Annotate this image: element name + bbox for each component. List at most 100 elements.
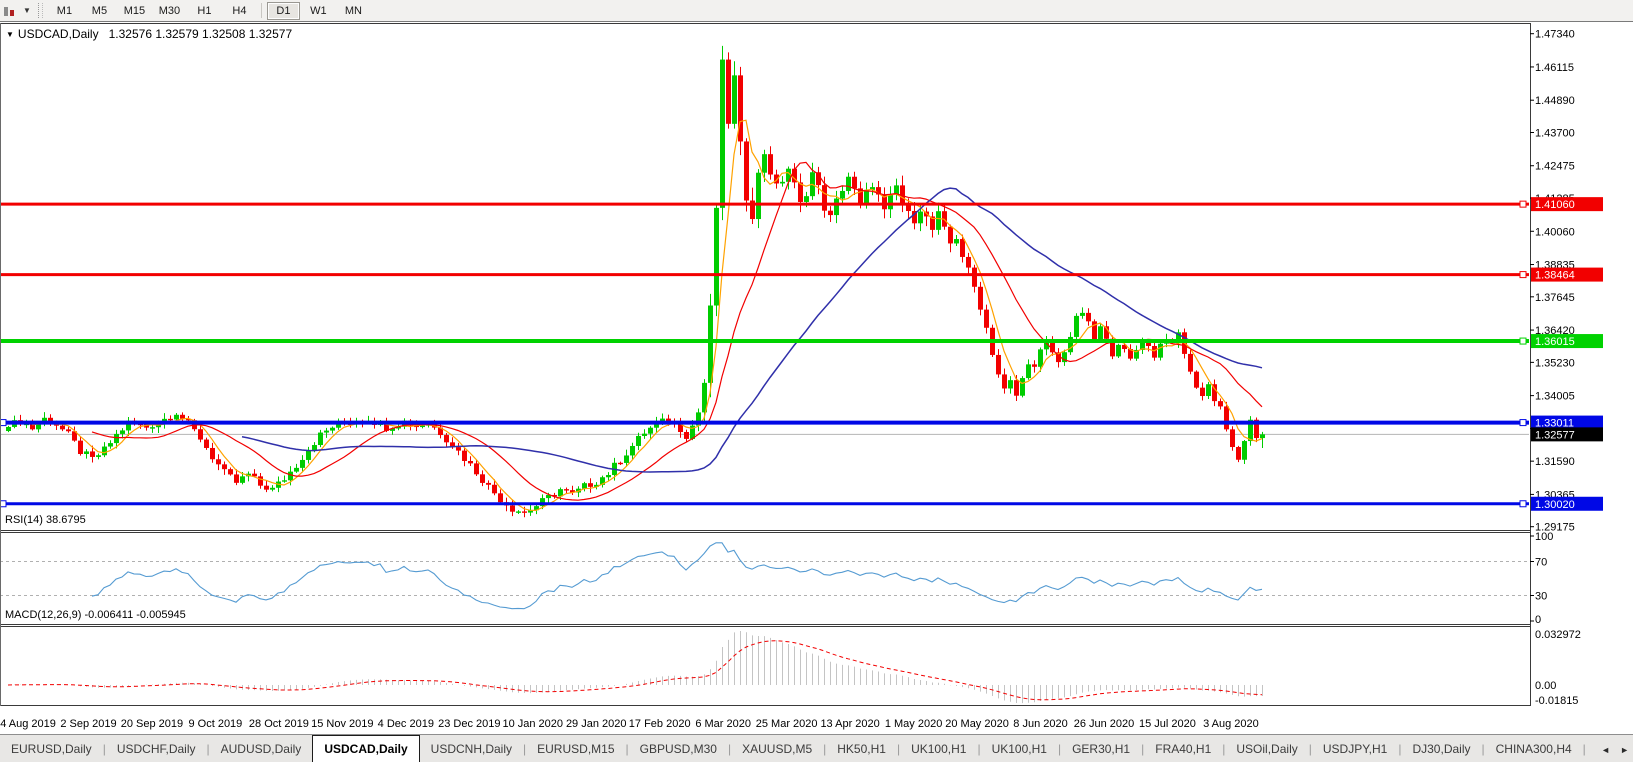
macd-panel[interactable] (7, 631, 1263, 704)
candle (594, 484, 599, 487)
time-axis[interactable]: 14 Aug 2019 2 Sep 2019 20 Sep 2019 9 Oct 20… (0, 718, 1259, 730)
candle (72, 431, 77, 441)
candle (828, 210, 833, 216)
timeframe-button-W1[interactable]: W1 (310, 4, 327, 17)
candle (1128, 349, 1133, 359)
candle (144, 424, 149, 428)
candle (570, 490, 575, 493)
chart-tab-audusd-daily[interactable]: AUDUSD,Daily (220, 742, 302, 756)
chart-tab-usdchf-daily[interactable]: USDCHF,Daily (116, 742, 196, 756)
candle (1248, 419, 1253, 442)
rsi-axis-label: 100 (1535, 531, 1553, 543)
candle (306, 450, 311, 460)
candle (228, 469, 233, 475)
chart-tab-usdcnh-daily[interactable]: USDCNH,Daily (430, 742, 513, 756)
candle (492, 484, 497, 494)
chart-symbol-period: USDCAD,Daily (17, 27, 99, 41)
tab-separator: | (977, 742, 981, 756)
candles-layer (6, 45, 1265, 518)
candle (1008, 380, 1013, 389)
timeframe-button-MN[interactable]: MN (344, 4, 362, 17)
candle (396, 426, 401, 429)
candle (270, 487, 275, 490)
candle (1152, 345, 1157, 358)
candle (678, 423, 683, 433)
candle (804, 196, 809, 202)
candle (714, 207, 719, 306)
chart-tab-ger30-h1[interactable]: GER30,H1 (1072, 742, 1131, 756)
candle (1032, 364, 1037, 367)
candle (552, 494, 557, 497)
chevron-down-icon[interactable]: ▼ (23, 6, 31, 15)
chart-tab-eurusd-daily[interactable]: EURUSD,Daily (11, 742, 92, 756)
chart-canvas[interactable]: 1.473401.461151.448901.437001.424751.412… (0, 22, 1633, 734)
chart-tab-bar: EURUSD,Daily | USDCHF,Daily | AUDUSD,Daily US… (0, 734, 1633, 762)
tab-separator: | (1582, 742, 1586, 756)
candle (876, 187, 881, 195)
chart-tab-dj30-daily[interactable]: DJ30,Daily (1412, 742, 1471, 756)
candle (726, 59, 731, 124)
price-tick-label: 1.34005 (1535, 391, 1575, 403)
timeframe-button-H4[interactable]: H4 (232, 4, 247, 17)
candle (78, 440, 83, 454)
toolbar-grip-handle[interactable] (37, 3, 43, 18)
candle (708, 305, 713, 383)
candle (186, 418, 191, 421)
bar-chart-icon[interactable] (2, 4, 18, 17)
macd-axis-label: 0.032972 (1535, 629, 1581, 641)
candle (540, 498, 545, 507)
candle (420, 425, 425, 428)
candle (180, 414, 185, 419)
candle (1194, 371, 1199, 388)
main-price-panel[interactable] (0, 45, 1530, 518)
timeframe-button-H1[interactable]: H1 (197, 4, 212, 17)
date-label: 4 Dec 2019 (378, 718, 434, 730)
tab-scroll-right-icon[interactable]: ► (1620, 744, 1629, 755)
candle (744, 141, 749, 201)
chart-tab-hk50-h1[interactable]: HK50,H1 (837, 742, 886, 756)
timeframe-button-M5[interactable]: M5 (91, 4, 108, 17)
chart-title: ▼ USDCAD,Daily 1.32576 1.32579 1.32508 1.3… (6, 27, 292, 41)
chart-tab-fra40-h1[interactable]: FRA40,H1 (1155, 742, 1212, 756)
candle (336, 422, 341, 428)
chart-tab-uk100-h1[interactable]: UK100,H1 (911, 742, 967, 756)
candle (234, 474, 239, 483)
price-axis[interactable]: 1.473401.461151.448901.437001.424751.412… (1530, 29, 1581, 707)
timeframe-button-D1[interactable]: D1 (266, 1, 300, 20)
candle (1224, 406, 1229, 430)
current-price-tag (1531, 427, 1603, 442)
chart-tab-uk100-h1[interactable]: UK100,H1 (991, 742, 1047, 756)
candle (60, 425, 65, 430)
rsi-panel[interactable] (0, 542, 1530, 610)
tab-separator: | (896, 742, 901, 756)
tab-scroll-left-icon[interactable]: ◄ (1601, 744, 1611, 755)
date-label: 25 Mar 2020 (756, 718, 818, 730)
candle (318, 432, 323, 446)
chart-tab-usdjpy-h1[interactable]: USDJPY,H1 (1322, 742, 1388, 756)
candle (1020, 378, 1025, 396)
candle (240, 476, 245, 483)
timeframe-button-M30[interactable]: M30 (158, 4, 181, 17)
candle (312, 445, 317, 451)
timeframe-button-M1[interactable]: M1 (56, 4, 73, 17)
collapse-icon[interactable]: ▼ (6, 30, 14, 39)
candle (1038, 349, 1043, 367)
candle (1110, 338, 1115, 357)
price-tag-1.38464-text: 1.38464 (1535, 270, 1575, 282)
candle (642, 433, 647, 436)
timeframe-button-M15[interactable]: M15 (123, 4, 146, 17)
chart-tab-eurusd-m15[interactable]: EURUSD,M15 (537, 742, 615, 756)
chart-tab-usdcad-daily[interactable]: USDCAD,Daily (312, 735, 420, 762)
chart-tab-xauusd-m5[interactable]: XAUUSD,M5 (742, 742, 813, 756)
candle (630, 445, 635, 456)
candle (636, 435, 641, 446)
chart-tab-china300-h4[interactable]: CHINA300,H4 (1495, 742, 1572, 756)
candle (264, 485, 269, 490)
macd-axis-label: -0.01815 (1535, 695, 1578, 707)
chart-tab-gbpusd-m30[interactable]: GBPUSD,M30 (639, 742, 717, 756)
candle (546, 494, 551, 499)
candle (108, 443, 113, 447)
candle (654, 422, 659, 428)
chart-window[interactable]: 1.473401.461151.448901.437001.424751.412… (0, 22, 1633, 734)
chart-tab-usoil-daily[interactable]: USOil,Daily (1236, 742, 1298, 756)
